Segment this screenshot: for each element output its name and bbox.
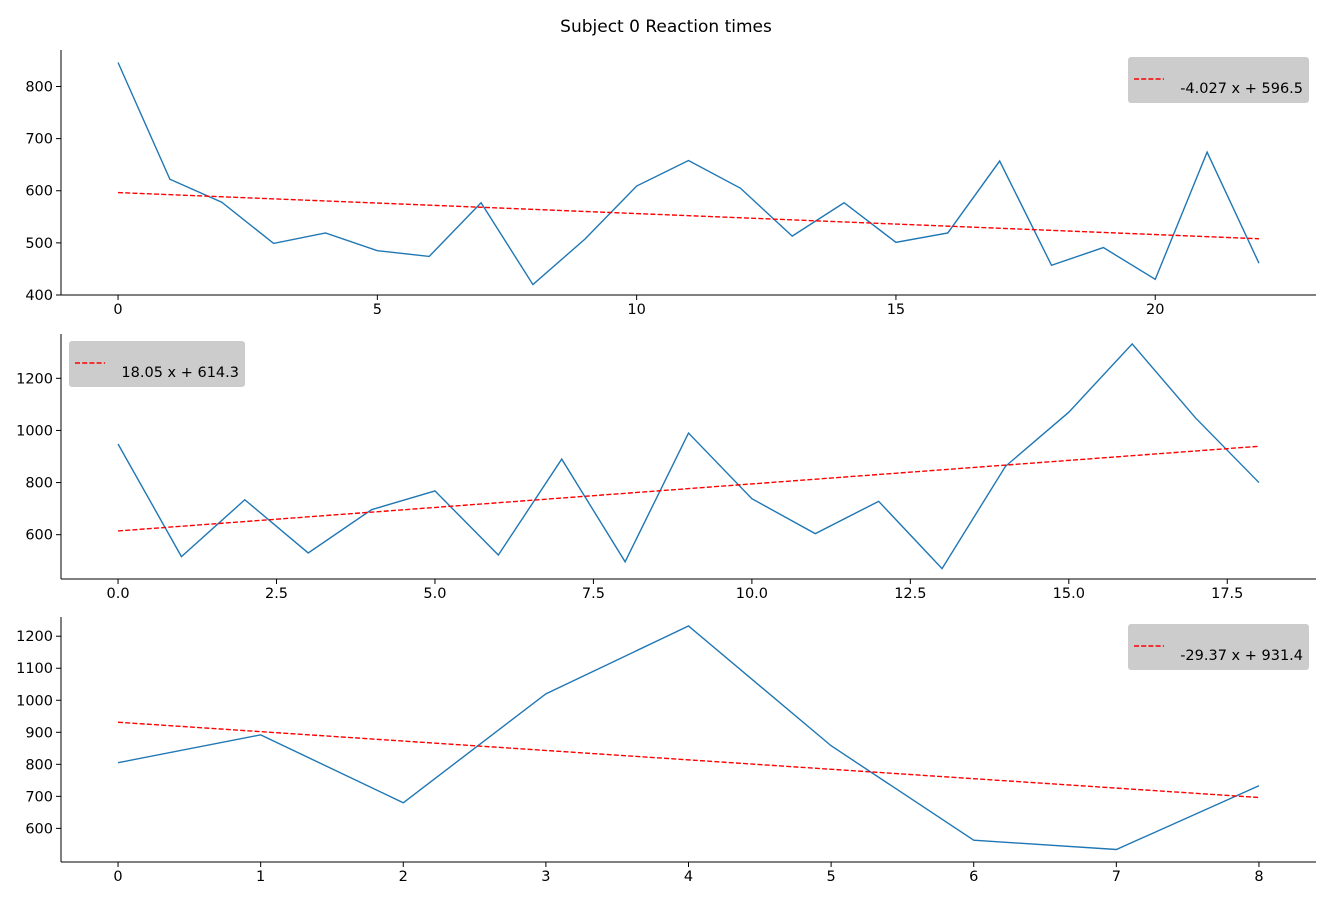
y-tick-label: 400 [25,288,53,304]
legend-label: -4.027 x + 596.5 [1180,81,1303,97]
y-tick-label: 800 [25,757,53,773]
x-tick-label: 5 [826,869,835,885]
legend: 18.05 x + 614.3 [69,341,245,387]
y-tick-label: 1000 [16,693,53,709]
x-tick-label: 10.0 [736,586,768,602]
reaction-time-line [117,62,1260,286]
y-tick-label: 800 [25,79,53,95]
x-tick-label: 12.5 [894,586,926,602]
x-tick-label: 2.5 [265,586,288,602]
y-tick-label: 600 [25,184,53,200]
y-tick-label: 700 [25,132,53,148]
x-tick-label: 1 [256,869,265,885]
legend-label: 18.05 x + 614.3 [121,365,239,381]
legend-label: -29.37 x + 931.4 [1180,648,1303,664]
y-tick-label: 1000 [16,423,53,439]
x-tick-label: 10 [627,302,645,318]
legend-box [69,341,245,387]
trend-line [118,191,1259,240]
legend-box [1128,57,1309,103]
x-tick-label: 4 [684,869,693,885]
y-tick-label: 600 [25,821,53,837]
x-tick-label: 15.0 [1053,586,1085,602]
x-tick-label: 6 [969,869,978,885]
x-tick-label: 20 [1146,302,1164,318]
subplot-3: 0 1 2 3 4 5 6 7 8 600 700 800 900 1000 1100 1200 -29.37 … [16,617,1316,885]
x-tick-label: 17.5 [1211,586,1243,602]
reaction-time-line [117,625,1260,851]
figure-title: Subject 0 Reaction times [560,17,772,37]
x-tick-label: 15 [887,302,905,318]
x-tick-label: 7.5 [582,586,605,602]
trend-line [117,445,1260,532]
y-tick-label: 600 [25,528,53,544]
x-tick-label: 5.0 [423,586,446,602]
x-tick-label: 5 [373,302,382,318]
y-tick-label: 1200 [16,629,53,645]
y-tick-label: 500 [25,236,53,252]
x-tick-label: 2 [399,869,408,885]
subplot-2: 0.0 2.5 5.0 7.5 10.0 12.5 15.0 17.5 600 800 1000 12… [16,334,1316,602]
legend-box [1128,624,1309,670]
x-tick-label: 0 [113,302,122,318]
y-tick-label: 900 [25,725,53,741]
y-tick-label: 1200 [16,371,53,387]
x-tick-label: 0 [113,869,122,885]
y-tick-label: 1100 [16,661,53,677]
trend-line [118,721,1259,799]
legend: -29.37 x + 931.4 [1128,624,1309,670]
x-tick-label: 3 [541,869,550,885]
x-tick-label: 7 [1112,869,1121,885]
x-tick-label: 8 [1254,869,1263,885]
x-tick-label: 0.0 [107,586,130,602]
reaction-time-line [117,342,1260,570]
y-tick-label: 800 [25,476,53,492]
legend: -4.027 x + 596.5 [1128,57,1309,103]
subplot-1: 0 5 10 15 20 400 500 600 700 800 -4.027 x + 596.5 [25,50,1316,318]
y-tick-label: 700 [25,789,53,805]
